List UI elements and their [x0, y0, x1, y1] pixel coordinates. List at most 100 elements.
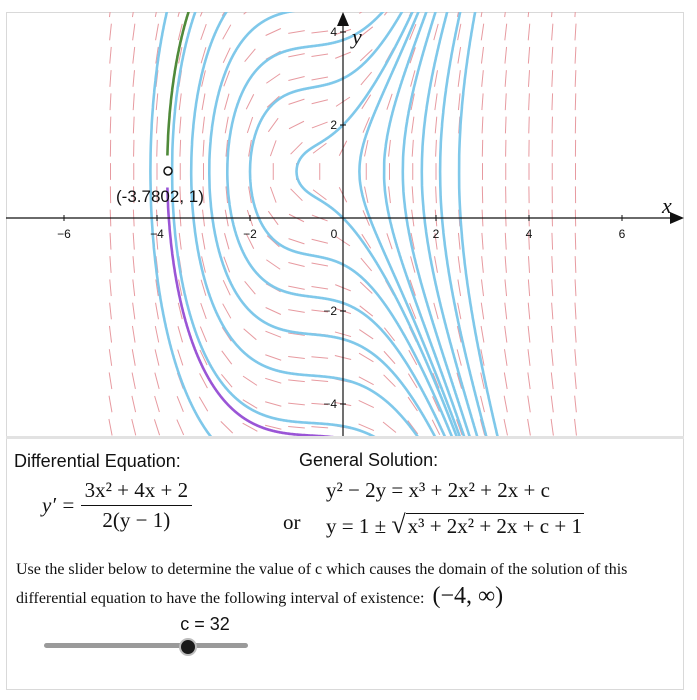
slope-segment: [527, 70, 531, 87]
slope-segment: [202, 186, 205, 204]
slope-segment: [288, 75, 305, 82]
slope-segment: [202, 139, 205, 157]
slope-segment: [222, 303, 232, 319]
slope-segment: [222, 279, 231, 296]
slope-segment: [311, 309, 329, 313]
x-tick-label: −4: [150, 227, 164, 241]
slope-segment: [131, 372, 136, 390]
slope-segment: [131, 395, 137, 413]
slope-segment: [155, 279, 159, 297]
slope-segment: [288, 379, 305, 383]
slope-segment: [358, 399, 375, 409]
slope-segment: [527, 23, 531, 41]
slope-segment: [361, 233, 372, 249]
slope-segment: [481, 70, 484, 87]
slope-segment: [551, 23, 554, 41]
slope-segment: [224, 116, 229, 134]
slope-segment: [243, 12, 247, 15]
slope-segment: [109, 23, 112, 41]
slope-segment: [480, 395, 485, 413]
x-axis-label: x: [661, 193, 672, 218]
solution-curve: [401, 12, 471, 436]
slope-segment: [504, 93, 507, 111]
y-tick-label: −4: [323, 397, 337, 411]
slope-segment: [481, 256, 484, 273]
y-axis-label: y: [350, 24, 362, 49]
slope-segment: [221, 12, 226, 17]
slope-segment: [265, 354, 282, 361]
slope-segment: [265, 330, 282, 338]
slope-segment: [360, 257, 373, 272]
upper-solution-branch: [166, 12, 190, 156]
c-slider-track[interactable]: [44, 643, 248, 648]
slope-segment: [359, 281, 373, 294]
slope-segment: [550, 418, 554, 436]
slope-segment: [408, 349, 418, 366]
de-denominator: 2(y − 1): [102, 508, 171, 532]
slope-segment: [290, 141, 303, 155]
slope-segment: [131, 325, 136, 343]
de-heading: Differential Equation:: [14, 451, 181, 471]
x-axis-arrow-icon: [670, 212, 684, 224]
slope-segment: [456, 325, 462, 343]
slope-segment: [359, 329, 374, 340]
slope-segment: [201, 256, 206, 273]
slope-segment: [503, 395, 508, 413]
slope-segment: [265, 307, 282, 315]
slope-segment: [200, 47, 207, 64]
slope-segment: [311, 262, 329, 267]
slope-field-graph: x y −6 −4 −2 0 2 4 6 4 2 −2 −4 (-3.7802, 1): [6, 12, 684, 436]
solution-point[interactable]: [163, 166, 173, 176]
solution-curve: [420, 12, 479, 436]
slope-segment: [409, 303, 417, 319]
slope-segment: [223, 70, 231, 87]
slope-segment: [265, 28, 282, 36]
gs-implicit: y² − 2y = x³ + 2x² + 2x + c: [326, 478, 550, 502]
slope-segment: [288, 261, 305, 268]
solution-curve: [149, 12, 213, 436]
solution-curve: [170, 12, 376, 436]
slope-segment: [527, 418, 531, 436]
slope-segment: [155, 232, 159, 250]
solution-curve: [358, 12, 461, 436]
slope-segment: [108, 418, 113, 436]
slope-segment: [153, 419, 161, 436]
slope-segment: [504, 349, 508, 366]
slope-segment: [269, 140, 277, 157]
slope-segment: [409, 47, 416, 64]
slope-segment: [202, 116, 205, 134]
slope-segment: [504, 46, 508, 64]
solution-curve: [189, 12, 419, 436]
slope-segment: [480, 23, 485, 41]
slope-segment: [311, 121, 328, 129]
slope-segment: [176, 419, 185, 436]
slope-segment: [288, 120, 305, 130]
slope-segment: [288, 402, 305, 406]
slope-segment: [574, 325, 577, 343]
c-slider-knob[interactable]: [179, 638, 197, 656]
slope-segment: [244, 48, 256, 63]
slope-segment: [480, 349, 485, 366]
slope-segment: [457, 70, 461, 87]
slope-segment: [504, 70, 507, 87]
slope-segment: [528, 93, 530, 111]
slope-segment: [434, 93, 438, 111]
slope-segment: [177, 302, 183, 320]
slope-segment: [245, 233, 255, 249]
slope-segment: [434, 256, 438, 273]
slope-segment: [311, 53, 329, 57]
slope-segment: [434, 70, 438, 87]
slope-segment: [288, 425, 305, 429]
solution-curve: [248, 12, 454, 436]
x-tick-label: 0: [331, 227, 338, 241]
tick-labels: −6 −4 −2 0 2 4 6 4 2 −2 −4: [57, 25, 626, 411]
x-tick-label: −2: [243, 227, 257, 241]
slope-segment: [410, 70, 416, 87]
slope-segment: [156, 116, 158, 134]
slope-segment: [108, 325, 113, 343]
slope-segment: [527, 372, 531, 390]
x-tick-label: 4: [526, 227, 533, 241]
slope-segment: [179, 139, 182, 157]
slope-segment: [407, 396, 418, 412]
slope-segment: [177, 12, 180, 17]
